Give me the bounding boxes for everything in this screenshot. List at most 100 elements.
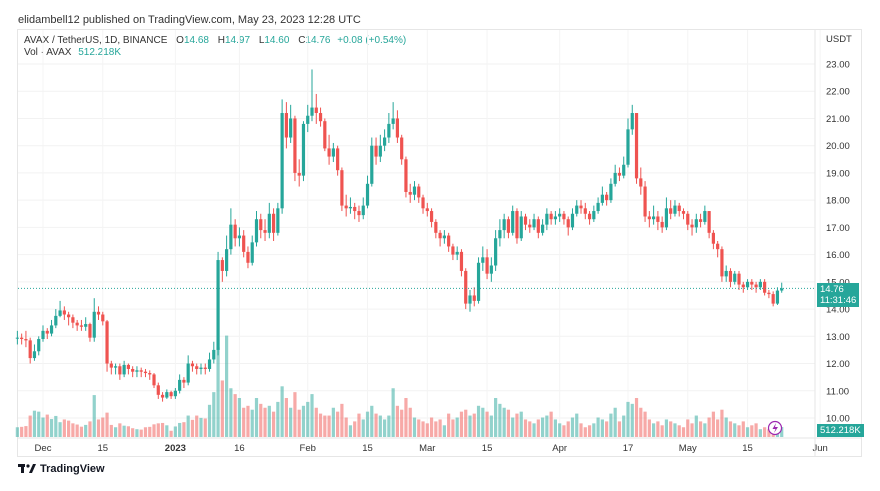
volume-bar — [190, 419, 195, 437]
volume-label[interactable]: Vol · AVAX — [24, 47, 72, 58]
candle-body — [182, 379, 186, 383]
volume-bar — [365, 411, 370, 437]
volume-bar — [301, 405, 306, 437]
volume-bar — [220, 380, 224, 437]
volume-bar — [199, 417, 203, 437]
x-tick-label: Jun — [812, 443, 827, 454]
volume-bar — [276, 401, 280, 437]
chart-frame[interactable] — [17, 29, 862, 457]
volume-bar — [754, 423, 758, 437]
y-tick-label: 10.00 — [826, 413, 850, 424]
candle-body — [579, 205, 583, 209]
volume-bar — [271, 411, 276, 437]
candle-body — [447, 235, 451, 247]
volume-bar — [41, 417, 45, 437]
candle-body — [67, 314, 71, 318]
currency-label[interactable]: USDT — [826, 34, 852, 45]
candle-body — [617, 172, 622, 176]
candle-body — [716, 243, 720, 250]
volume-bar — [545, 415, 549, 437]
volume-bar — [434, 421, 438, 437]
candle-body — [365, 183, 370, 206]
volume-bar — [233, 394, 237, 437]
candle-body — [476, 262, 481, 301]
tradingview-logo-icon — [18, 464, 36, 473]
x-tick-label: 15 — [362, 443, 373, 454]
candle-body — [242, 235, 246, 252]
candle-body — [600, 194, 604, 203]
volume-bar — [498, 403, 502, 437]
volume-bar — [105, 412, 109, 437]
volume-bar — [549, 411, 553, 437]
volume-bar — [37, 411, 41, 437]
x-tick-label: May — [679, 443, 697, 454]
candle-body — [656, 216, 660, 222]
candle-body — [139, 370, 143, 372]
volume-bar — [412, 417, 417, 437]
candle-body — [160, 394, 165, 398]
volume-bar — [596, 417, 600, 437]
y-tick-label: 13.00 — [826, 332, 850, 343]
volume-bar — [126, 426, 130, 437]
volume-bar — [408, 407, 412, 437]
volume-bar — [75, 424, 79, 437]
volume-bar — [88, 421, 92, 437]
y-tick-label: 16.00 — [826, 250, 850, 261]
candle-body — [49, 325, 54, 334]
candle-body — [562, 213, 566, 220]
candle-body — [669, 208, 673, 214]
close-value: 14.76 — [305, 35, 331, 46]
candle-body — [186, 363, 190, 383]
volume-bar — [267, 405, 271, 437]
candle-body — [378, 145, 382, 157]
candle-body — [190, 363, 195, 367]
volume-bar — [323, 415, 327, 437]
y-tick-label: 11.00 — [826, 386, 849, 397]
symbol-name[interactable]: AVAX / TetherUS, 1D, BINANCE — [24, 35, 168, 46]
tradingview-logo[interactable]: TradingView — [18, 463, 105, 475]
volume-bar — [741, 421, 745, 437]
volume-bar — [118, 423, 122, 437]
candle-body — [429, 211, 434, 222]
volume-bar — [506, 409, 511, 437]
candle-body — [143, 371, 148, 374]
candle-body — [511, 211, 515, 233]
candle-body — [263, 230, 267, 233]
candle-body — [225, 249, 229, 271]
candle-body — [199, 367, 203, 369]
volume-bar — [472, 413, 476, 437]
volume-bar — [417, 419, 421, 437]
volume-bar — [464, 409, 468, 437]
candle-body — [383, 137, 387, 146]
candle-body — [485, 257, 489, 274]
volume-bar — [310, 394, 314, 437]
volume-bar — [318, 413, 323, 437]
candle-body — [720, 249, 724, 277]
candle-body — [634, 113, 639, 179]
candle-body — [472, 295, 476, 301]
candle-body — [750, 281, 754, 285]
candle-body — [711, 232, 715, 244]
candle-body — [408, 191, 412, 195]
high-value: 14.97 — [225, 35, 251, 46]
candle-body — [45, 330, 49, 334]
last-price-tag: 14.76 11:31:46 — [817, 283, 860, 307]
candle-body — [374, 145, 378, 157]
volume-bar — [122, 425, 126, 437]
x-tick-label: Feb — [300, 443, 316, 454]
candle-body — [71, 317, 75, 323]
candle-body — [237, 235, 242, 239]
volume-bar — [148, 426, 152, 437]
volume-bar — [600, 419, 604, 437]
candle-body — [502, 219, 506, 231]
y-tick-label: 14.00 — [826, 305, 850, 316]
candle-body — [575, 205, 579, 214]
volume-bar — [344, 417, 348, 437]
volume-bar — [280, 386, 284, 437]
candle-body — [754, 284, 758, 288]
volume-bar — [681, 427, 686, 437]
candle-body — [558, 213, 562, 217]
candle-body — [323, 121, 327, 149]
candle-body — [767, 292, 771, 295]
